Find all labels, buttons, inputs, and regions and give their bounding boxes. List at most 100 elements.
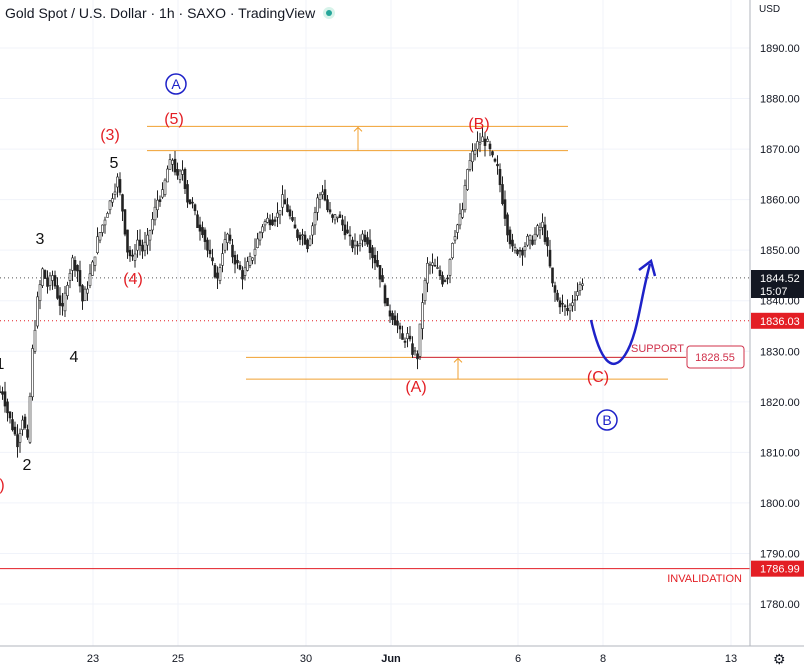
candle-body: [488, 143, 492, 150]
candle-body: [106, 213, 109, 218]
candle-body: [443, 280, 447, 282]
gear-icon[interactable]: ⚙: [773, 651, 786, 667]
wave-label-3-red: (3): [100, 127, 120, 144]
time-tick-label: 6: [515, 653, 521, 665]
circle-label-B: B: [602, 412, 611, 428]
candle-body: [256, 238, 259, 248]
price-tick-label: 1820.00: [760, 397, 800, 409]
candle-body: [243, 267, 247, 276]
candle-body: [323, 189, 327, 201]
candle-body: [101, 224, 104, 233]
candle-body: [186, 184, 189, 203]
candle-body: [158, 199, 162, 202]
candle-body: [183, 169, 187, 189]
wave-label-B-red: (B): [468, 116, 489, 133]
candle-body: [168, 159, 172, 170]
candle-body: [18, 433, 22, 443]
candle-body: [493, 158, 497, 162]
wave-label-1: 1: [0, 356, 5, 373]
candle-body: [403, 340, 407, 343]
candle-body: [203, 229, 207, 242]
candle-body: [363, 234, 367, 242]
candle-body: [6, 401, 9, 414]
candle-body: [433, 265, 437, 267]
candle-body: [458, 213, 462, 226]
chart-grid: [0, 0, 750, 646]
price-tick-label: 1830.00: [760, 346, 800, 358]
candle-body: [338, 214, 342, 218]
candle-body: [223, 239, 227, 251]
candle-body: [303, 234, 307, 245]
candle-body: [53, 275, 57, 287]
candle-body: [476, 141, 479, 150]
candle-body: [388, 310, 392, 317]
candle-body: [538, 227, 542, 231]
candle-body: [11, 419, 14, 431]
projection-arrow-head: [638, 258, 657, 277]
candle-body: [41, 268, 44, 286]
candle-body: [466, 169, 469, 190]
candle-body: [508, 229, 512, 245]
candle-body: [391, 313, 394, 321]
candle-body: [73, 259, 77, 271]
candle-body: [116, 176, 119, 188]
currency-label: USD: [759, 4, 781, 15]
candle-body: [1, 391, 4, 395]
candle-body: [418, 323, 422, 357]
current-price-tag: [751, 270, 804, 298]
price-axis[interactable]: 1890.00 1880.00 1870.00 1860.00 1850.00 1840.…: [749, 0, 804, 646]
candle-body: [441, 275, 444, 285]
support-arrow-head: [453, 357, 463, 363]
candle-body: [193, 204, 197, 212]
candle-body: [506, 214, 509, 236]
candle-body: [228, 234, 232, 241]
candle-body: [88, 273, 92, 286]
candle-body: [471, 150, 474, 163]
candle-body: [171, 160, 174, 165]
candle-body: [181, 169, 184, 175]
candle-body: [148, 230, 152, 241]
support-price-box: [686, 345, 745, 369]
price-tick-label: 1790.00: [760, 548, 800, 560]
candle-body: [346, 229, 349, 234]
candle-body: [423, 280, 427, 302]
candle-body: [326, 199, 329, 211]
candle-body: [96, 236, 99, 254]
candle-body: [366, 237, 369, 245]
price-tick-label: 1810.00: [760, 447, 800, 459]
candle-body: [126, 229, 129, 253]
current-price-value: 1844.52: [760, 273, 800, 285]
candle-body: [208, 249, 212, 255]
candle-body: [156, 199, 159, 211]
candle-body: [8, 411, 12, 419]
candle-body: [561, 302, 564, 305]
candle-body: [71, 257, 74, 271]
candle-body: [78, 270, 82, 287]
time-tick-label: 30: [300, 653, 312, 665]
candle-body: [328, 209, 332, 213]
candle-body: [191, 201, 194, 204]
candle-body: [336, 216, 339, 219]
candle-body: [226, 233, 229, 243]
candle-body: [296, 229, 299, 238]
candle-body: [16, 434, 19, 448]
candle-body: [356, 244, 359, 247]
candle-body: [428, 264, 432, 267]
candle-body: [566, 308, 569, 312]
candle-body: [436, 267, 439, 269]
candle-body: [143, 241, 147, 251]
candle-body: [483, 138, 487, 146]
candle-body: [281, 194, 284, 208]
time-tick-label: Jun: [381, 653, 401, 665]
time-axis[interactable]: 23 25 30 Jun 6 8 13: [0, 645, 804, 665]
candle-body: [221, 253, 224, 266]
candle-body: [431, 262, 434, 266]
candle-body: [496, 163, 499, 167]
wave-label-3: 3: [36, 231, 45, 248]
candle-body: [531, 239, 534, 245]
candle-body: [108, 200, 112, 211]
circle-label-B-ring: [596, 409, 618, 431]
invalidation-text: INVALIDATION: [667, 573, 742, 585]
candle-body: [448, 259, 452, 276]
